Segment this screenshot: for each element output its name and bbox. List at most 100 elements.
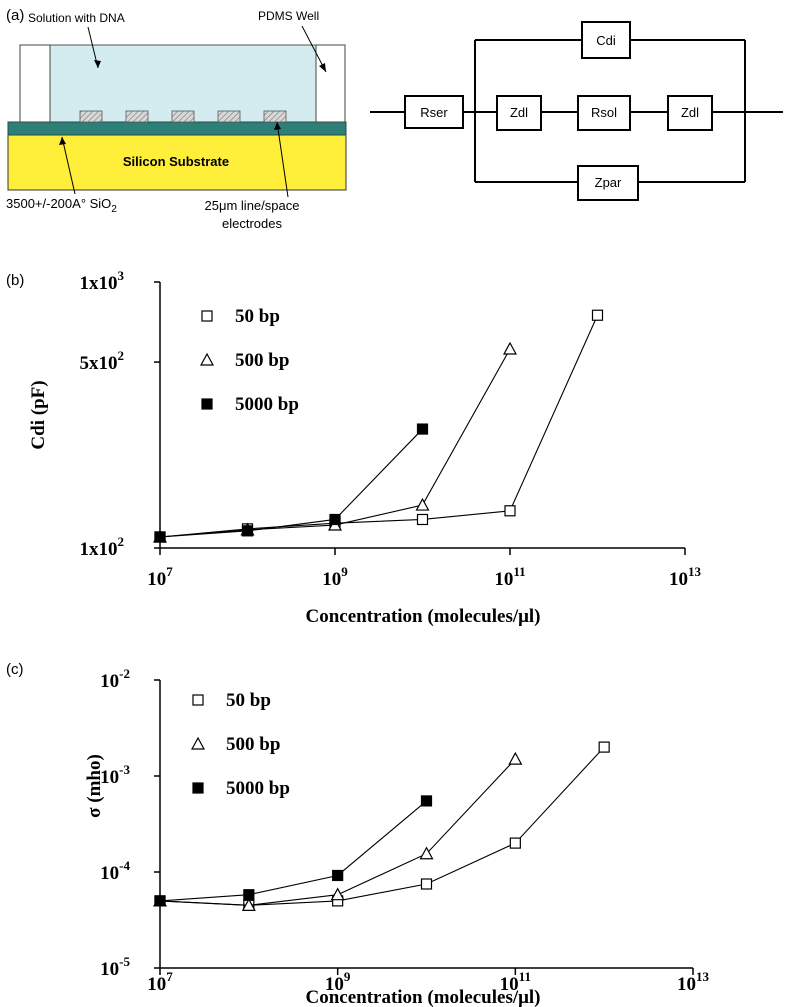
legend-marker	[199, 352, 215, 366]
series-line	[159, 758, 516, 906]
cdi-label: Cdi	[596, 33, 616, 48]
oxide-label: 3500+/-200A° SiO2	[6, 196, 117, 215]
electrode	[217, 110, 241, 123]
chart-c: (c) σ (mho) Concentration (molecules/μl)…	[6, 661, 710, 1007]
electrodes-label-line2: electrodes	[222, 216, 282, 231]
zdl-left-box	[496, 95, 542, 131]
pdms-well-left	[19, 44, 51, 123]
x-tick-label: 1011	[494, 564, 525, 590]
panel-a-label: (a)	[6, 7, 24, 24]
substrate-label: Silicon Substrate	[123, 154, 229, 169]
legend-marker	[201, 310, 213, 322]
rser-label: Rser	[420, 105, 448, 120]
x-tick-label: 1013	[677, 969, 710, 995]
series-500-bp	[152, 751, 523, 911]
series-line	[159, 428, 423, 538]
zdl-left-label: Zdl	[510, 105, 528, 120]
data-point	[415, 497, 430, 511]
y-tick-label: 1x102	[80, 534, 125, 560]
data-point	[509, 837, 521, 849]
data-point	[154, 531, 166, 543]
data-point	[243, 889, 255, 901]
pdms-pointer	[301, 25, 327, 73]
data-point	[504, 505, 516, 517]
electrodes-pointer	[276, 121, 289, 198]
x-tick-label: 1011	[500, 969, 531, 995]
data-point	[332, 869, 344, 882]
legend-marker	[201, 398, 213, 410]
y-tick-label: 1x103	[80, 268, 125, 294]
legend-label: 50 bp	[226, 690, 271, 711]
oxide-layer	[7, 121, 347, 136]
legend-label: 500 bp	[235, 350, 289, 371]
legend-label: 5000 bp	[235, 394, 299, 415]
y-tick-label: 10-4	[100, 858, 130, 884]
x-tick-label: 109	[322, 564, 348, 590]
chart-c-x-label: Concentration (molecules/μl)	[305, 987, 540, 1007]
oxide-pointer	[61, 136, 76, 195]
x-tick-label: 1013	[669, 564, 702, 590]
series-line	[159, 315, 599, 538]
y-tick-label: 10-3	[100, 762, 130, 788]
device-schematic: Solution with DNA PDMS Well Silicon Subs…	[6, 9, 347, 231]
rsol-box	[577, 95, 631, 131]
electrodes-label-line1: 25μm line/space	[205, 198, 300, 213]
zpar-label: Zpar	[595, 175, 622, 190]
legend-label: 500 bp	[226, 734, 280, 755]
chart-c-y-label: σ (mho)	[84, 754, 105, 818]
y-tick-label: 10-5	[100, 954, 130, 980]
data-point	[420, 878, 433, 890]
series-500-bp	[152, 341, 518, 543]
chart-b-x-label: Concentration (molecules/μl)	[305, 606, 540, 627]
data-point	[330, 887, 345, 901]
chart-b-panel-label: (b)	[6, 272, 24, 289]
legend-marker	[190, 736, 206, 750]
pdms-pointer-arrowhead	[319, 63, 326, 72]
data-point	[419, 846, 434, 860]
electrode	[79, 110, 103, 123]
data-point	[329, 513, 341, 526]
data-point	[508, 751, 523, 765]
legend-label: 5000 bp	[226, 778, 290, 799]
series-50-bp	[154, 741, 610, 911]
oxide-pointer-arrowhead	[59, 137, 66, 145]
series-line	[159, 746, 605, 906]
x-tick-label: 107	[147, 969, 173, 995]
data-point	[241, 525, 254, 537]
x-tick-label: 109	[325, 969, 351, 995]
rser-box	[404, 95, 464, 129]
series-line	[159, 800, 427, 902]
legend-marker	[192, 782, 204, 794]
data-point	[420, 795, 433, 807]
y-tick-label: 5x102	[80, 348, 125, 374]
electrode-array	[79, 110, 287, 123]
data-point	[416, 513, 429, 526]
chart-b-y-label: Cdi (pF)	[28, 380, 49, 449]
data-point	[241, 898, 256, 911]
cdi-box	[581, 21, 631, 59]
pdms-well-right	[315, 44, 346, 123]
data-point	[154, 895, 166, 907]
legend-marker	[192, 694, 204, 706]
data-point	[598, 741, 610, 753]
panel-a: (a) Solution with DNA	[6, 7, 783, 231]
equivalent-circuit	[370, 21, 783, 201]
solution-label: Solution with DNA	[28, 11, 125, 25]
data-point	[502, 341, 518, 355]
electrode	[125, 110, 149, 123]
solution-pointer-arrowhead	[94, 60, 101, 68]
chart-b: (b) Cdi (pF) Concentration (molecules/μl…	[6, 268, 702, 627]
electrode	[263, 110, 287, 123]
pdms-well-label: PDMS Well	[258, 9, 319, 23]
series-5000-bp	[154, 423, 429, 543]
electrode	[171, 110, 195, 123]
series-50-bp	[154, 309, 604, 543]
x-tick-label: 107	[147, 564, 173, 590]
zpar-box	[577, 165, 639, 201]
y-tick-label: 10-2	[100, 666, 130, 692]
series-5000-bp	[154, 795, 433, 907]
series-line	[159, 348, 511, 538]
chart-c-panel-label: (c)	[6, 661, 24, 678]
data-point	[416, 423, 429, 435]
